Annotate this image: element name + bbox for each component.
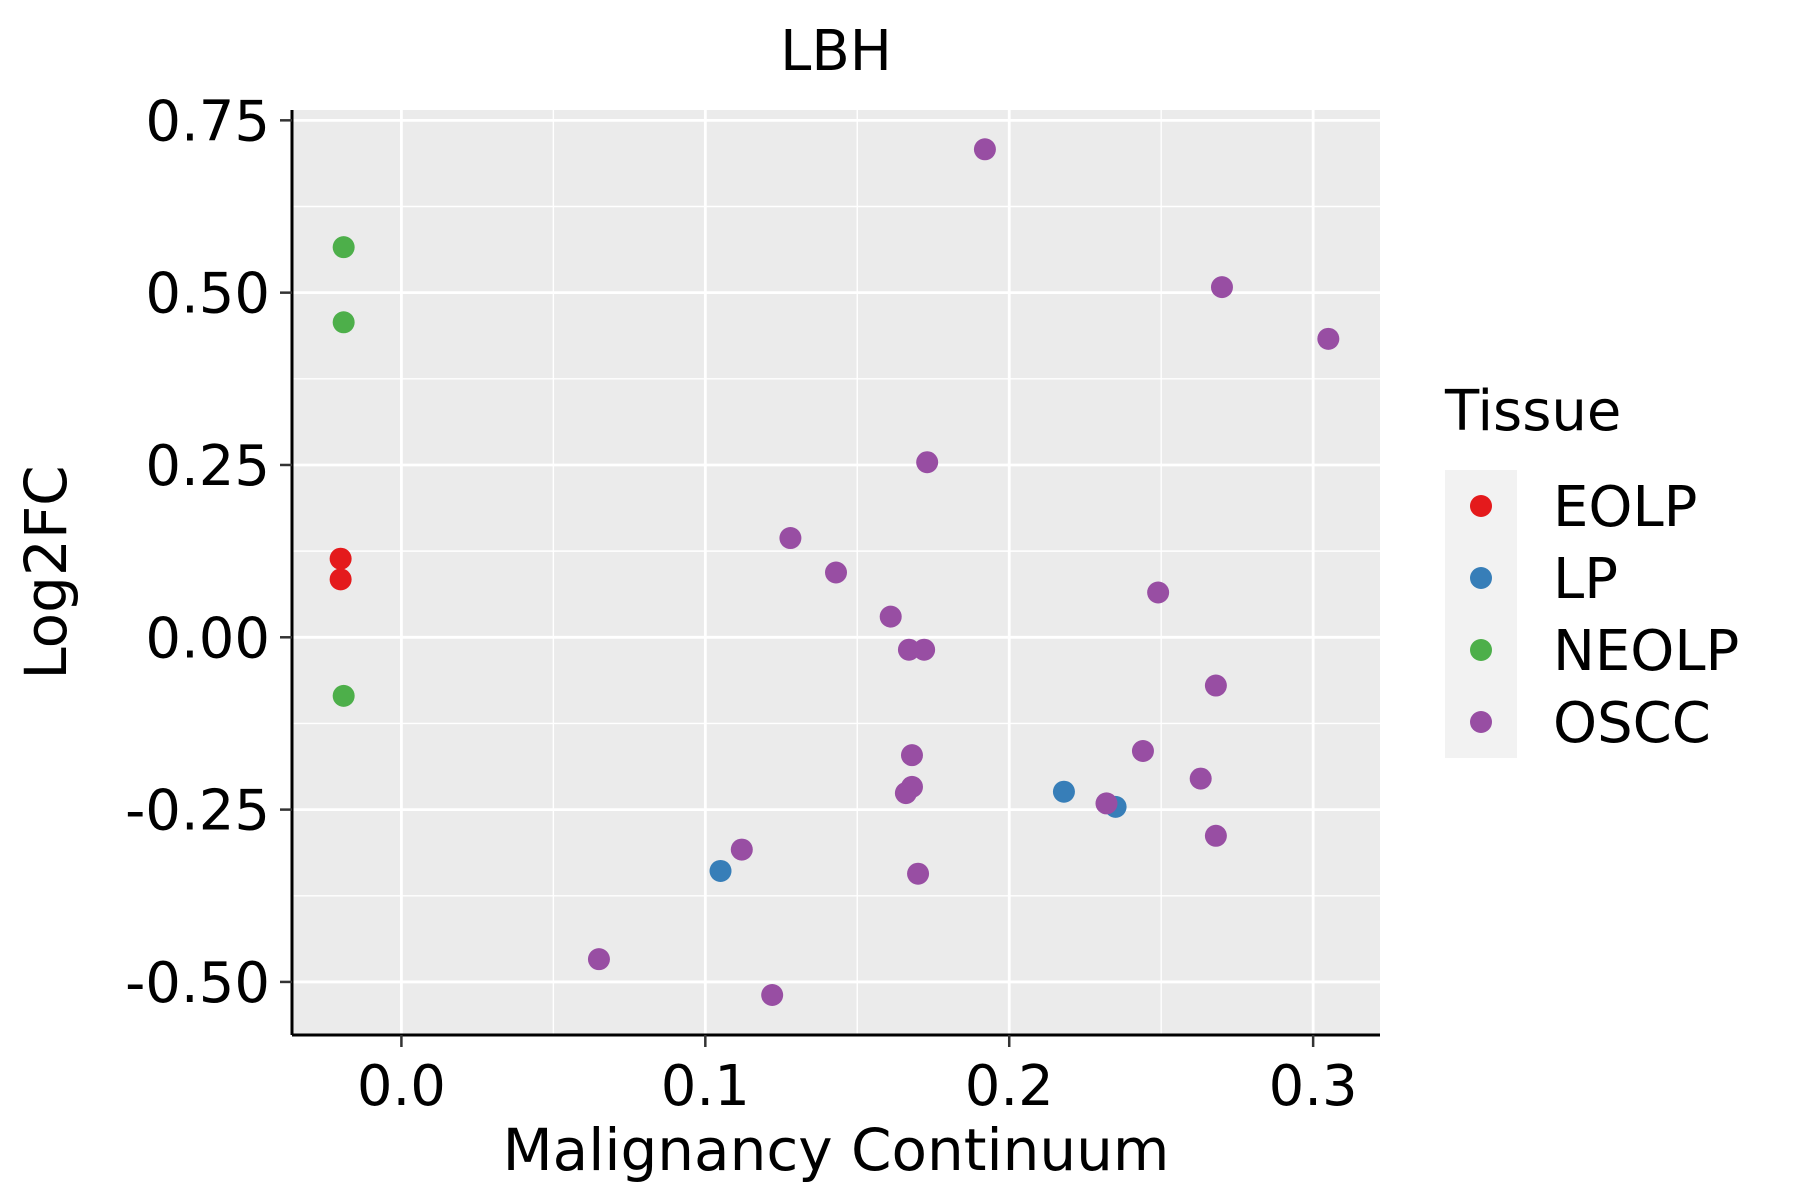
point-lp — [1052, 780, 1075, 803]
point-eolp — [329, 568, 352, 591]
axes — [290, 110, 1380, 1037]
legend-key-lp — [1470, 567, 1492, 589]
point-lp — [709, 859, 732, 882]
y-tick-label: 0.00 — [145, 606, 270, 671]
point-oscc — [1317, 327, 1340, 350]
point-oscc — [1204, 674, 1227, 697]
legend-key-oscc — [1470, 711, 1492, 733]
x-tick-label: 0.2 — [965, 1054, 1054, 1119]
major-gridlines — [292, 110, 1380, 1035]
legend-key-background — [1445, 470, 1517, 758]
point-oscc — [900, 744, 923, 767]
y-tick-label: -0.25 — [125, 779, 270, 844]
point-oscc — [913, 638, 936, 661]
y-tick-label: -0.50 — [125, 951, 270, 1016]
y-tick-label: 0.25 — [145, 434, 270, 499]
point-oscc — [916, 451, 939, 474]
x-tick-label: 0.3 — [1269, 1054, 1358, 1119]
point-oscc — [1189, 767, 1212, 790]
point-oscc — [779, 527, 802, 550]
chart-title: LBH — [780, 19, 892, 84]
legend: Tissue EOLP LP NEOLP OSCC — [1444, 379, 1739, 758]
point-oscc — [1131, 740, 1154, 763]
x-tick-label: 0.0 — [357, 1054, 446, 1119]
point-oscc — [761, 984, 784, 1007]
legend-key-eolp — [1470, 495, 1492, 517]
legend-label-lp: LP — [1553, 547, 1618, 612]
point-oscc — [1204, 824, 1227, 847]
point-eolp — [329, 547, 352, 570]
x-axis-title: Malignancy Continuum — [503, 1116, 1170, 1184]
point-oscc — [894, 782, 917, 805]
x-tick-label: 0.1 — [661, 1054, 750, 1119]
point-neolp — [332, 311, 355, 334]
point-oscc — [1095, 792, 1118, 815]
x-axis-ticks: 0.0 0.1 0.2 0.3 — [357, 1035, 1358, 1119]
legend-title: Tissue — [1444, 379, 1621, 444]
legend-entries: EOLP LP NEOLP OSCC — [1470, 475, 1739, 756]
point-oscc — [907, 862, 930, 885]
legend-label-neolp: NEOLP — [1553, 619, 1739, 684]
minor-gridlines — [292, 110, 1380, 1035]
point-oscc — [879, 605, 902, 628]
point-oscc — [730, 838, 753, 861]
point-oscc — [897, 638, 920, 661]
point-neolp — [332, 236, 355, 259]
point-oscc — [973, 138, 996, 161]
y-tick-label: 0.50 — [145, 262, 270, 327]
point-oscc — [1147, 581, 1170, 604]
point-oscc — [1210, 276, 1233, 299]
y-tick-label: 0.75 — [145, 89, 270, 154]
legend-label-eolp: EOLP — [1553, 475, 1697, 540]
legend-label-oscc: OSCC — [1553, 691, 1711, 756]
point-neolp — [332, 684, 355, 707]
point-oscc — [587, 948, 610, 971]
point-oscc — [825, 561, 847, 584]
data-points — [329, 138, 1340, 1007]
legend-key-neolp — [1470, 639, 1492, 661]
y-axis-ticks: -0.50 -0.25 0.00 0.25 0.50 0.75 — [125, 89, 292, 1016]
y-axis-title: Log2FC — [12, 465, 80, 679]
